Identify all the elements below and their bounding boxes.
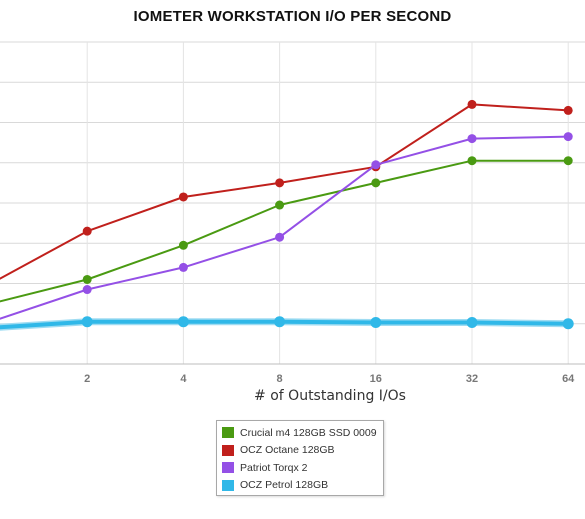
x-tick-label: 8 xyxy=(277,373,283,385)
data-point xyxy=(178,192,188,202)
data-point xyxy=(467,99,477,109)
legend-swatch xyxy=(222,462,234,474)
data-point xyxy=(370,317,382,329)
series-2 xyxy=(0,132,573,320)
data-point xyxy=(177,316,189,328)
data-point xyxy=(467,156,477,166)
legend: Crucial m4 128GB SSD 0009 OCZ Octane 128G… xyxy=(216,420,384,496)
x-tick-labels: 2 4 8 16 32 64 xyxy=(84,373,575,385)
series-0 xyxy=(0,156,573,303)
legend-label: Patriot Torqx 2 xyxy=(240,461,308,474)
legend-label: OCZ Petrol 128GB xyxy=(240,479,329,492)
data-point xyxy=(82,274,92,284)
data-point xyxy=(82,226,92,236)
data-point xyxy=(81,316,93,328)
x-axis-label: # of Outstanding I/Os xyxy=(254,388,406,404)
data-point xyxy=(371,178,381,188)
legend-item: OCZ Petrol 128GB xyxy=(222,477,383,495)
data-point xyxy=(467,134,477,144)
data-point xyxy=(466,317,478,329)
data-point xyxy=(275,178,285,188)
data-point xyxy=(562,318,574,330)
data-point xyxy=(563,132,573,142)
x-tick-label: 64 xyxy=(562,373,575,385)
legend-swatch xyxy=(222,444,234,456)
series-3 xyxy=(0,316,574,331)
series-line xyxy=(0,103,569,280)
legend-item: Patriot Torqx 2 xyxy=(222,459,383,477)
gridlines xyxy=(0,41,585,365)
data-point xyxy=(275,200,285,210)
x-tick-label: 2 xyxy=(84,373,90,385)
data-point xyxy=(82,285,92,295)
x-tick-label: 16 xyxy=(370,373,382,385)
legend-label: Crucial m4 128GB SSD 0009 xyxy=(240,426,377,439)
x-tick-label: 32 xyxy=(466,373,478,385)
data-point xyxy=(178,262,188,272)
x-tick-label: 4 xyxy=(180,373,187,385)
legend-swatch xyxy=(222,479,234,491)
series-layer xyxy=(0,99,574,331)
data-point xyxy=(274,316,286,328)
legend-item: Crucial m4 128GB SSD 0009 xyxy=(222,424,383,442)
legend-item: OCZ Octane 128GB xyxy=(222,442,383,460)
data-point xyxy=(275,232,285,242)
data-point xyxy=(371,160,381,170)
chart-title: IOMETER WORKSTATION I/O PER SECOND xyxy=(133,8,452,25)
series-1 xyxy=(0,99,573,280)
legend-swatch xyxy=(222,427,234,439)
data-point xyxy=(563,156,573,166)
data-point xyxy=(178,240,188,250)
data-point xyxy=(563,105,573,115)
legend-label: OCZ Octane 128GB xyxy=(240,444,335,457)
